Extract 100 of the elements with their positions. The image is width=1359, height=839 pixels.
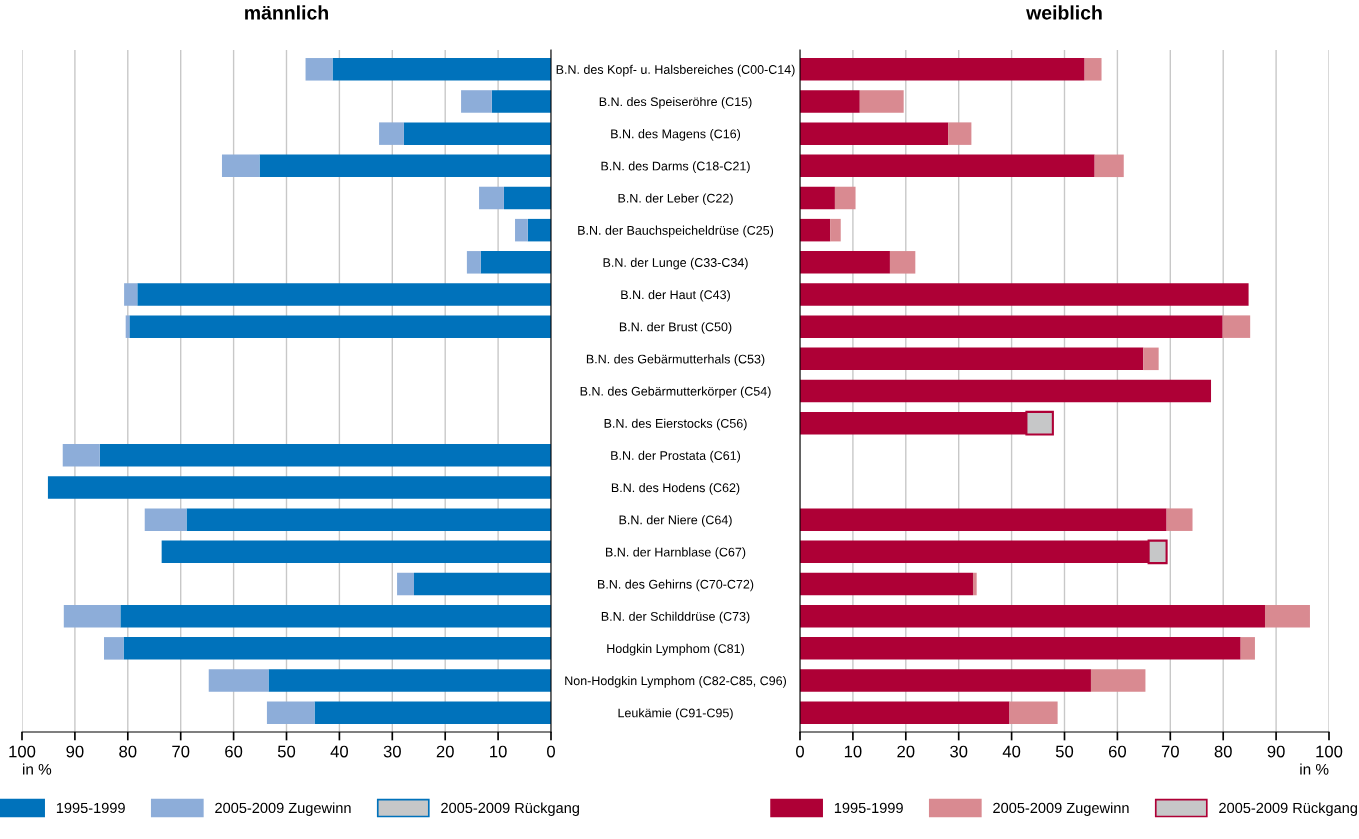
legend-label: 1995-1999 <box>834 802 903 814</box>
x-tick-label: 30 <box>950 745 968 758</box>
bar <box>1094 154 1124 178</box>
bar <box>62 444 100 467</box>
bar <box>889 251 916 274</box>
x-tick-label: 70 <box>1161 745 1179 758</box>
chart-title: männlich <box>245 5 328 20</box>
x-tick-label: 90 <box>1267 745 1285 758</box>
legend-label: 2005-2009 Rückgang <box>1219 802 1357 816</box>
bar <box>266 701 315 724</box>
bar <box>800 251 890 274</box>
bar <box>800 604 1265 628</box>
bar <box>800 315 1223 338</box>
bar <box>503 186 551 210</box>
bar <box>137 283 551 306</box>
x-tick-label: 70 <box>172 745 190 758</box>
bar <box>120 604 551 628</box>
bar <box>491 90 551 113</box>
bar <box>800 572 973 596</box>
y-tick-label: B.N. der Schilddrüse (C73) <box>601 611 750 624</box>
y-tick-label: B.N. des Darms (C18-C21) <box>601 161 750 173</box>
bar <box>129 315 551 338</box>
x-tick-label: 90 <box>66 745 84 758</box>
x-tick-label: 20 <box>436 745 454 758</box>
bar <box>1222 315 1251 338</box>
bar <box>800 379 1212 403</box>
bar <box>332 58 551 81</box>
x-tick-label: 30 <box>383 745 401 758</box>
bar <box>834 186 856 210</box>
y-tick-label: B.N. des Kopf- u. Halsbereiches (C00-C14) <box>556 64 795 77</box>
x-tick-label: 40 <box>1002 745 1021 758</box>
y-tick-label: B.N. der Haut (C43) <box>621 289 730 302</box>
y-tick-label: B.N. der Lunge (C33-C34) <box>603 257 748 270</box>
y-tick-label: B.N. der Bauchspeicheldrüse (C25) <box>578 225 774 238</box>
y-tick-label: B.N. des Magens (C16) <box>611 129 741 141</box>
x-tick-label: 100 <box>1316 745 1343 758</box>
bar <box>800 347 1144 371</box>
bar <box>1166 508 1193 531</box>
bar <box>972 572 977 596</box>
x-tick-label: 50 <box>277 745 296 758</box>
bar <box>221 154 260 178</box>
x-tick-label: 50 <box>1055 745 1074 758</box>
x-tick-label: 20 <box>897 745 915 758</box>
bar <box>800 637 1241 660</box>
bar <box>1240 637 1255 660</box>
x-tick-label: 40 <box>330 745 349 758</box>
x-tick-label: 0 <box>547 745 555 758</box>
x-axis-title: in % <box>1300 763 1329 775</box>
bar <box>1009 701 1058 724</box>
bar <box>1084 58 1102 81</box>
bar <box>800 58 1085 81</box>
bar <box>800 508 1167 531</box>
bar <box>99 444 551 467</box>
y-tick-label: Leukämie (C91-C95) <box>618 708 733 720</box>
chart-title: weiblich <box>1026 5 1102 20</box>
y-tick-label: Non-Hodgkin Lymphom (C82-C85, C96) <box>565 676 786 688</box>
bar <box>314 701 551 724</box>
bar <box>466 251 481 274</box>
y-tick-label: B.N. des Eierstocks (C56) <box>604 418 747 431</box>
x-tick-label: 80 <box>119 745 137 758</box>
bar <box>800 701 1010 724</box>
y-tick-label: B.N. des Gebärmutterkörper (C54) <box>580 386 771 399</box>
bar <box>259 154 551 178</box>
bar <box>800 283 1249 306</box>
bar <box>800 90 860 113</box>
y-tick-label: B.N. der Harnblase (C67) <box>606 547 746 559</box>
bar <box>948 122 972 145</box>
bar <box>800 186 835 210</box>
bar <box>379 122 404 145</box>
bar <box>403 122 551 145</box>
y-tick-label: B.N. des Gebärmutterhals (C53) <box>586 354 765 366</box>
y-tick-label: B.N. der Leber (C22) <box>618 193 733 206</box>
bar <box>144 508 187 531</box>
bar <box>305 58 333 81</box>
x-tick-label: 60 <box>1108 745 1127 758</box>
x-axis-title: in % <box>23 763 52 775</box>
bar <box>397 572 414 596</box>
bar <box>461 90 492 113</box>
y-tick-label: B.N. der Niere (C64) <box>619 515 732 527</box>
legend-label: 2005-2009 Rückgang <box>441 802 579 816</box>
legend-label: 2005-2009 Zugewinn <box>215 802 351 816</box>
bar <box>186 508 551 531</box>
bar <box>161 540 551 564</box>
y-tick-label: B.N. des Hodens (C62) <box>611 482 740 495</box>
x-tick-label: 0 <box>796 745 804 758</box>
bar <box>208 669 269 692</box>
bar <box>480 251 551 274</box>
legend-label: 2005-2009 Zugewinn <box>993 802 1129 816</box>
bar <box>47 476 551 499</box>
bar <box>1143 347 1159 371</box>
y-tick-label: B.N. der Brust (C50) <box>619 322 732 334</box>
x-tick-label: 10 <box>490 745 507 758</box>
bar <box>123 637 551 660</box>
x-tick-label: 80 <box>1214 745 1232 758</box>
y-tick-label: Hodgkin Lymphom (C81) <box>607 643 744 656</box>
bar <box>830 218 841 242</box>
x-tick-label: 10 <box>844 745 862 758</box>
x-tick-label: 60 <box>225 745 243 758</box>
bar <box>1264 604 1310 628</box>
bar <box>63 604 121 628</box>
